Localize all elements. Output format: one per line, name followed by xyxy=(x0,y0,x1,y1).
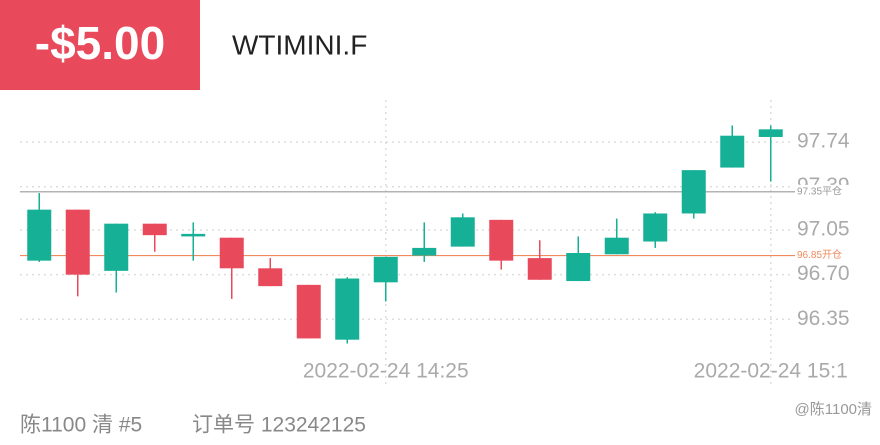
watermark: @陈1100清 xyxy=(795,400,872,418)
y-tick-label: 96.35 xyxy=(797,307,850,330)
y-tick-label: 96.70 xyxy=(797,262,850,285)
candle-body xyxy=(373,256,398,283)
account: 陈1100 清 #5 xyxy=(20,414,142,437)
pnl: -$5.00 xyxy=(35,17,165,69)
x-tick-label: 2022-02-24 14:25 xyxy=(303,360,469,383)
reference-label: 96.85开仓 xyxy=(797,248,842,261)
order-number: 订单号 123242125 xyxy=(192,414,366,437)
y-tick-label: 97.74 xyxy=(797,130,850,153)
candle-body xyxy=(258,268,283,287)
candle-body xyxy=(65,209,90,275)
y-tick-label: 97.05 xyxy=(797,218,850,241)
candle-body xyxy=(681,170,706,214)
x-tick-label: 2022-02-24 15:1 xyxy=(694,360,848,383)
candle-body xyxy=(181,233,206,237)
candle-body xyxy=(489,219,514,261)
reference-label: 97.35平仓 xyxy=(797,184,842,197)
candle-body xyxy=(296,284,321,339)
candle-body xyxy=(104,223,129,271)
candle-body xyxy=(219,237,244,269)
candle-body xyxy=(604,237,629,255)
candle-body xyxy=(412,247,437,256)
candle-body xyxy=(643,213,668,242)
candle-body xyxy=(27,209,52,261)
candle-body xyxy=(335,278,360,340)
candle-body xyxy=(720,135,745,168)
pnl-badge xyxy=(0,0,200,90)
candle-body xyxy=(566,253,591,282)
symbol: WTIMINI.F xyxy=(232,29,367,60)
candle-body xyxy=(142,223,167,236)
candle-body xyxy=(450,217,475,247)
candle-body xyxy=(758,129,783,137)
reference-label-bg xyxy=(796,248,858,263)
reference-label-bg xyxy=(796,184,858,199)
candle-body xyxy=(527,258,552,280)
